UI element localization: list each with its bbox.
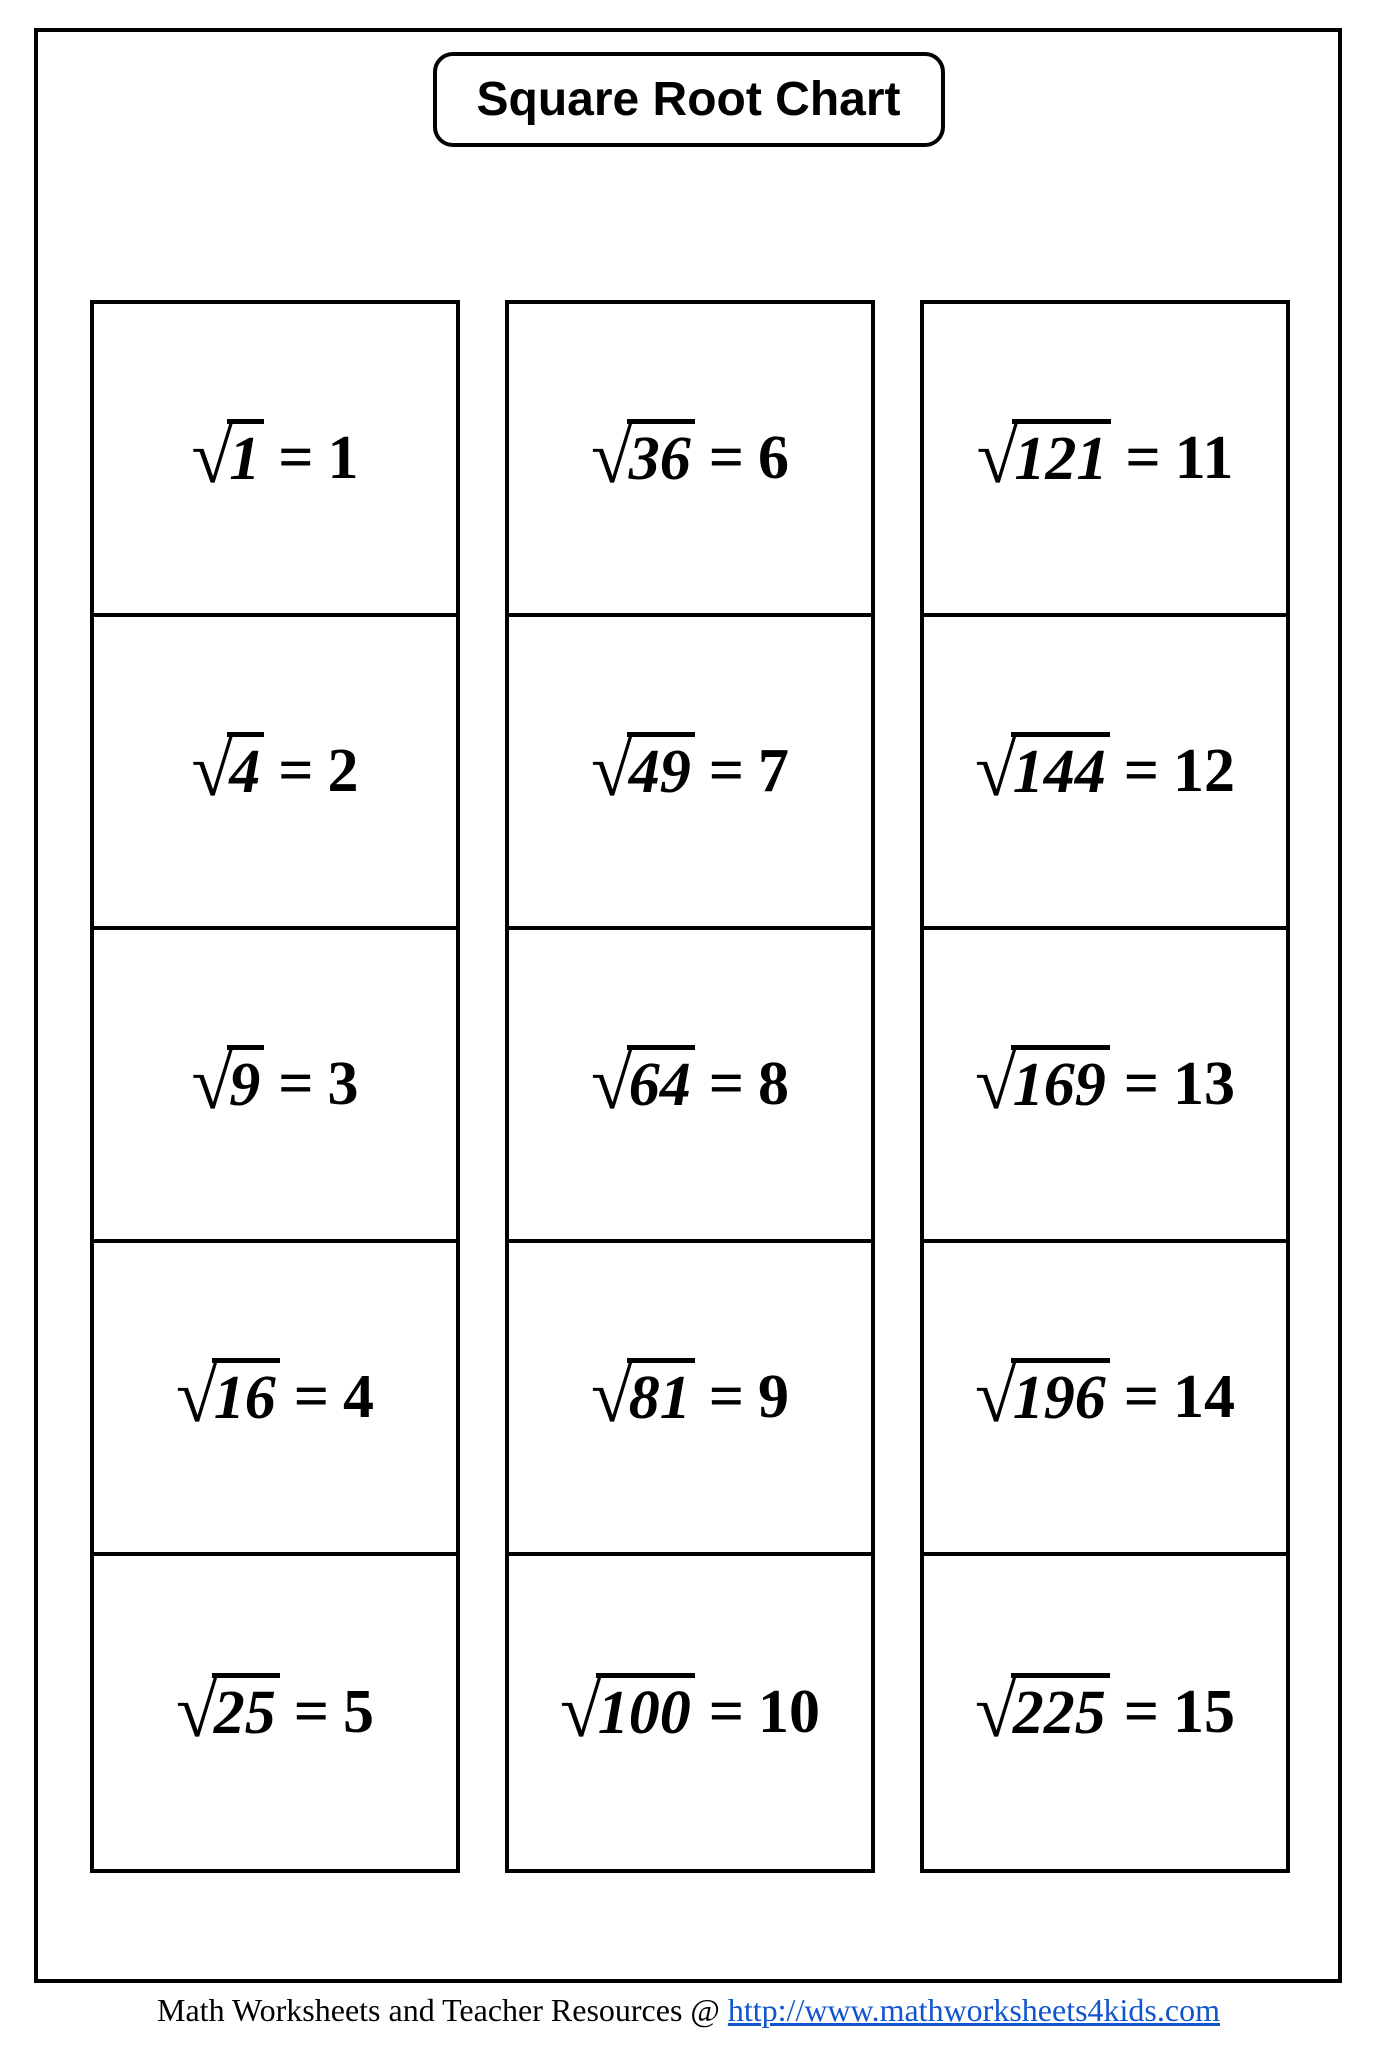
- radicand: 36: [627, 419, 695, 495]
- result: 8: [758, 1050, 789, 1118]
- chart-cell: √81 =9: [509, 1243, 871, 1556]
- chart-column: √1 =1 √4 =2 √9 =3 √16 =4 √25 =5: [90, 300, 460, 1873]
- radicand: 64: [627, 1045, 695, 1121]
- page-title: Square Root Chart: [476, 73, 900, 126]
- result: 11: [1175, 424, 1234, 492]
- footer-prefix: Math Worksheets and Teacher Resources @: [157, 1992, 728, 2028]
- result: 1: [328, 424, 359, 492]
- radicand: 196: [1011, 1358, 1110, 1434]
- radicand: 169: [1011, 1045, 1110, 1121]
- chart-cell: √9 =3: [94, 930, 456, 1243]
- chart-cell: √169 =13: [924, 930, 1286, 1243]
- radicand: 1: [227, 419, 264, 495]
- radicand: 100: [596, 1673, 695, 1749]
- result: 10: [758, 1678, 820, 1746]
- equation: √121 =11: [977, 421, 1234, 497]
- radicand: 4: [227, 732, 264, 808]
- equation: √196 =14: [975, 1360, 1235, 1436]
- equation: √225 =15: [975, 1675, 1235, 1751]
- chart-column: √36 =6 √49 =7 √64 =8 √81 =9 √100: [505, 300, 875, 1873]
- chart-column: √121 =11 √144 =12 √169 =13 √196 =14 √225: [920, 300, 1290, 1873]
- radicand: 25: [212, 1673, 280, 1749]
- radicand: 9: [227, 1045, 264, 1121]
- chart-cell: √4 =2: [94, 617, 456, 930]
- chart-cell: √196 =14: [924, 1243, 1286, 1556]
- equation: √100 =10: [560, 1675, 820, 1751]
- chart-cell: √64 =8: [509, 930, 871, 1243]
- result: 5: [343, 1678, 374, 1746]
- chart-cell: √49 =7: [509, 617, 871, 930]
- radicand: 81: [627, 1358, 695, 1434]
- radicand: 49: [627, 732, 695, 808]
- result: 14: [1173, 1363, 1235, 1431]
- result: 13: [1173, 1050, 1235, 1118]
- result: 6: [758, 424, 789, 492]
- radicand: 225: [1011, 1673, 1110, 1749]
- footer-link[interactable]: http://www.mathworksheets4kids.com: [728, 1992, 1220, 2028]
- equation: √144 =12: [975, 734, 1235, 810]
- result: 12: [1173, 737, 1235, 805]
- equation: √169 =13: [975, 1047, 1235, 1123]
- result: 7: [758, 737, 789, 805]
- equation: √81 =9: [591, 1360, 789, 1436]
- radicand: 144: [1011, 732, 1110, 808]
- equation: √49 =7: [591, 734, 789, 810]
- equation: √1 =1: [191, 421, 358, 497]
- result: 4: [343, 1363, 374, 1431]
- chart-cell: √121 =11: [924, 304, 1286, 617]
- chart-cell: √1 =1: [94, 304, 456, 617]
- result: 2: [328, 737, 359, 805]
- result: 15: [1173, 1678, 1235, 1746]
- chart-cell: √25 =5: [94, 1556, 456, 1869]
- chart-columns: √1 =1 √4 =2 √9 =3 √16 =4 √25 =5: [90, 300, 1290, 1873]
- equation: √36 =6: [591, 421, 789, 497]
- radicand: 16: [212, 1358, 280, 1434]
- equation: √25 =5: [176, 1675, 374, 1751]
- equation: √9 =3: [191, 1047, 358, 1123]
- equation: √64 =8: [591, 1047, 789, 1123]
- chart-cell: √100 =10: [509, 1556, 871, 1869]
- radicand: 121: [1012, 419, 1111, 495]
- result: 9: [758, 1363, 789, 1431]
- chart-cell: √36 =6: [509, 304, 871, 617]
- chart-cell: √16 =4: [94, 1243, 456, 1556]
- result: 3: [328, 1050, 359, 1118]
- equation: √4 =2: [191, 734, 358, 810]
- equation: √16 =4: [176, 1360, 374, 1436]
- title-box: Square Root Chart: [432, 52, 944, 147]
- chart-cell: √225 =15: [924, 1556, 1286, 1869]
- footer: Math Worksheets and Teacher Resources @ …: [0, 1992, 1377, 2029]
- chart-cell: √144 =12: [924, 617, 1286, 930]
